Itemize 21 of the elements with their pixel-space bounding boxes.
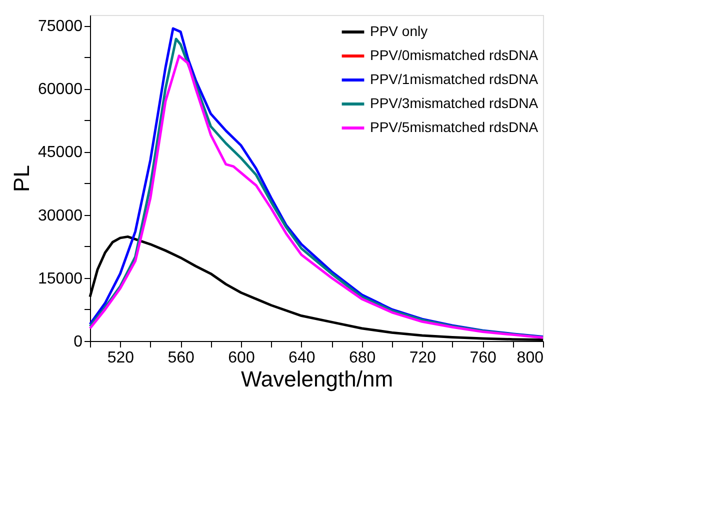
y-axis-title: PL: [9, 165, 34, 192]
x-tick-label: 800: [516, 350, 544, 366]
y-tick-label: 15000: [38, 270, 83, 288]
x-tick-label: 520: [107, 350, 134, 366]
legend-label: PPV/0mismatched rdsDNA: [370, 47, 539, 63]
y-tick-label: 0: [74, 334, 83, 350]
y-tick-label: 75000: [38, 18, 83, 36]
y-tick-label: 30000: [38, 207, 83, 224]
y-tick-label: 45000: [38, 144, 83, 162]
x-tick-label: 600: [228, 350, 255, 366]
x-tick-label: 680: [348, 350, 376, 366]
x-axis-title: Wavelength/nm: [240, 366, 394, 392]
legend-label: PPV only: [370, 23, 428, 39]
x-tick-label: 640: [288, 350, 316, 366]
legend-label: PPV/3mismatched rdsDNA: [370, 95, 539, 111]
x-tick-label: 760: [470, 350, 497, 366]
legend-label: PPV/5mismatched rdsDNA: [370, 119, 539, 135]
y-tick-label: 60000: [38, 81, 83, 98]
x-tick-label: 720: [409, 350, 436, 366]
x-tick-label: 560: [168, 350, 195, 366]
legend-label: PPV/1mismatched rdsDNA: [370, 71, 539, 87]
